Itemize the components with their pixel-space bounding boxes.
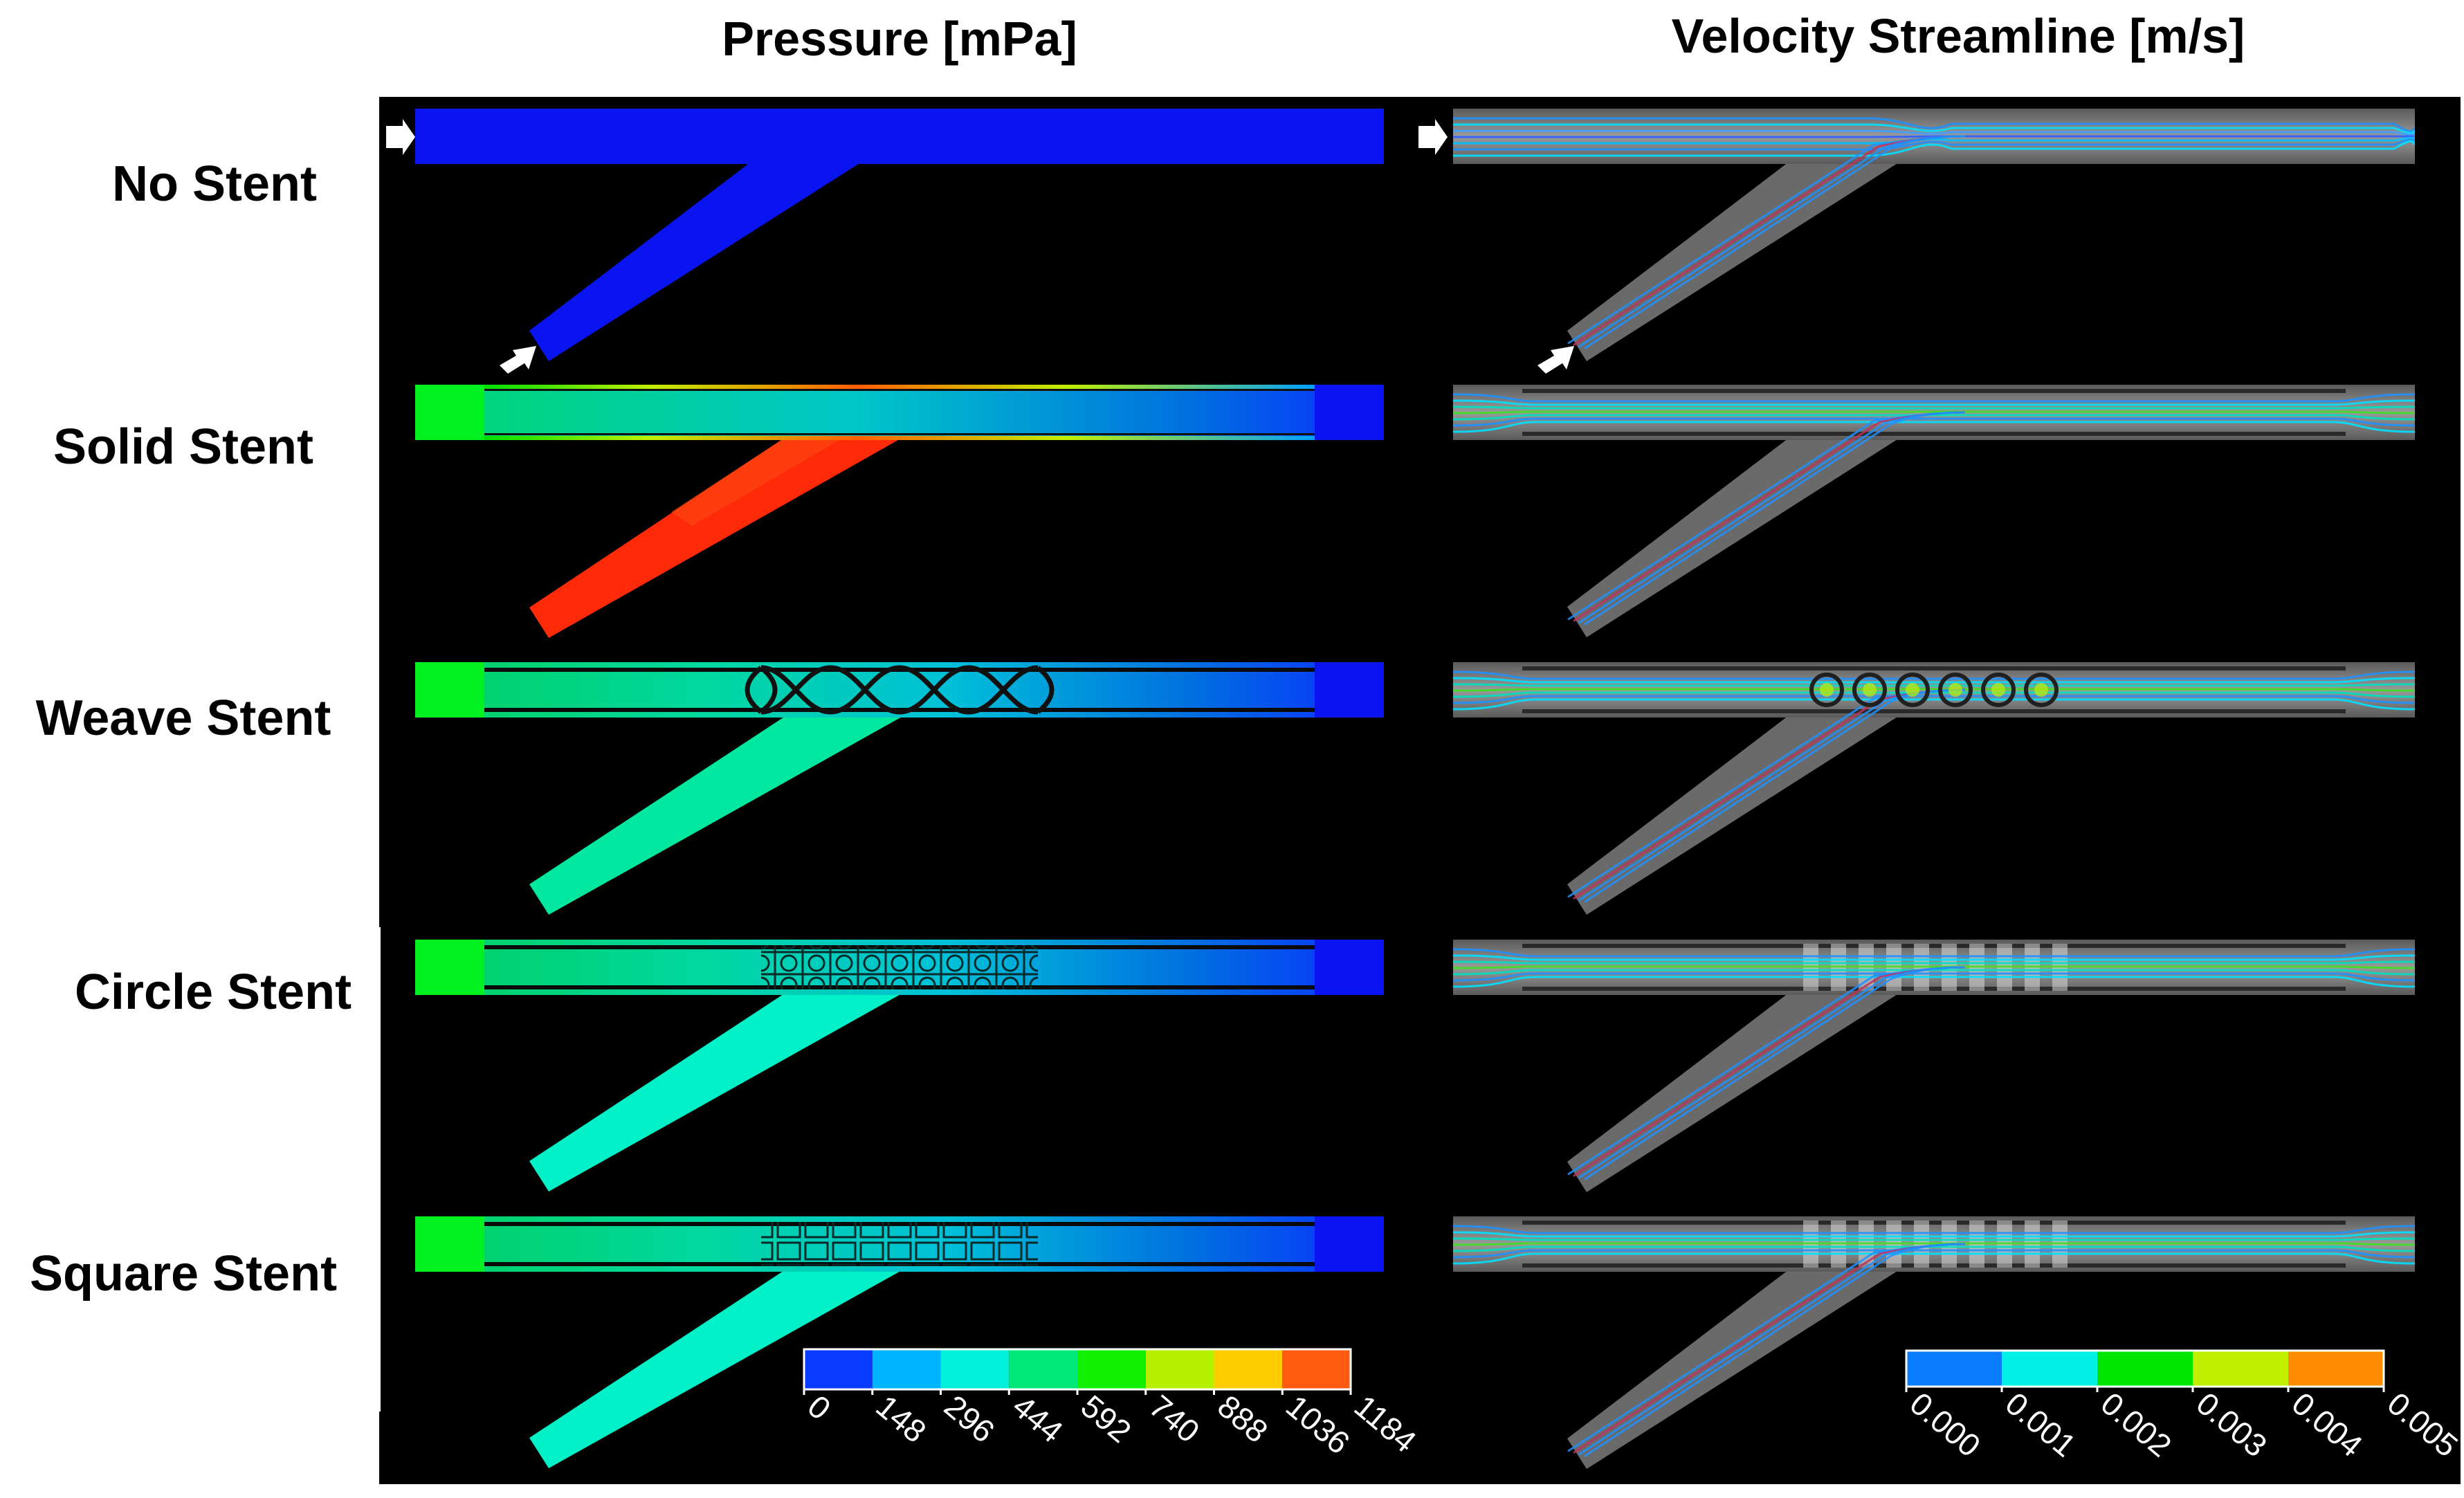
streamline [1452, 965, 2416, 969]
streamline [1452, 417, 2416, 427]
row-label-no-stent: No Stent [112, 156, 317, 212]
weave-flow-core [1820, 683, 1834, 697]
weave-cell [1809, 673, 1844, 707]
streamline [1452, 1237, 2416, 1241]
streamline [1452, 688, 2416, 692]
streamline [1452, 683, 2416, 687]
pressure-colorbar-swatch-4 [1077, 1349, 1146, 1389]
velocity-vessel-none [1453, 109, 2415, 361]
row-label-solid-stent: Solid Stent [53, 419, 313, 475]
pressure-colorbar-swatch-5 [1145, 1349, 1214, 1389]
streamline [1452, 954, 2416, 961]
stent-wall-bottom [1522, 709, 2346, 713]
streamline [1452, 399, 2416, 406]
velocity-vessel-square [1452, 1216, 2416, 1469]
stent-wall-bottom [1522, 432, 2346, 436]
streamline [1452, 960, 2416, 965]
weave-flow-core [1949, 683, 1962, 697]
velocity-streamline-panel [1452, 109, 2416, 1469]
pressure-colorbar-swatch-7 [1282, 1349, 1351, 1389]
pressure-colorbar-swatch-1 [872, 1349, 941, 1389]
streamline [1452, 969, 2416, 976]
streamline [1452, 1252, 2416, 1265]
weave-flow-core [2034, 683, 2048, 697]
streamline [1452, 972, 2416, 982]
velocity-branch-circle [1567, 967, 1941, 1192]
streamline [1452, 670, 2416, 680]
streamline [1452, 414, 2416, 421]
weave-stent-struts [745, 665, 1055, 715]
weave-flow-core [1991, 683, 2005, 697]
pressure-vessel-weave-stent [415, 662, 1384, 915]
streamline [1452, 1225, 2416, 1234]
pressure-title: Pressure [mPa] [722, 12, 1077, 66]
square-stent-pattern [761, 1222, 1038, 1266]
streamline [1452, 695, 2416, 704]
streamline [1453, 140, 2415, 157]
panel-notch [374, 927, 381, 1412]
pressure-colorbar-swatch-0 [804, 1349, 873, 1389]
branch-streamline [1584, 1243, 1966, 1457]
circle-stent-pattern [761, 945, 1038, 989]
streamline [1452, 691, 2416, 698]
weave-cell [2024, 673, 2059, 707]
pressure-vessel-solid-stent [415, 385, 1384, 638]
stent-wall-top [1522, 666, 2346, 670]
velocity-branch-square [1567, 1243, 1941, 1469]
pressure-colorbar-swatch-6 [1214, 1349, 1283, 1389]
branch-streamline [1584, 411, 1966, 625]
streamline [1452, 421, 2416, 433]
inlet-arrow-branch-pressure [500, 346, 536, 374]
velocity-branch-weave [1567, 689, 1941, 915]
branch-streamline [1584, 966, 1966, 1180]
inlet-arrow-branch-velocity [1537, 346, 1574, 374]
velocity-colorbar-swatch-0 [1906, 1351, 2002, 1387]
streamline [1453, 123, 2415, 134]
weave-flow-core [1863, 683, 1877, 697]
streamline [1452, 1231, 2416, 1238]
velocity-vessel-weave [1452, 662, 2416, 915]
streamline [1452, 393, 2416, 403]
streamline [1452, 1249, 2416, 1259]
velocity-branch-none [1567, 136, 1941, 361]
branch-streamline [1584, 135, 1966, 349]
weave-cell [1895, 673, 1930, 707]
pressure-vessel-no-stent [386, 109, 1384, 374]
streamline [1452, 1242, 2416, 1246]
weave-cell [1981, 673, 2016, 707]
streamline [1452, 948, 2416, 958]
pressure-vessel-square-stent [415, 1216, 1384, 1468]
pressure-vessel-circle-stent [415, 940, 1384, 1191]
velocity-vessel-circle [1452, 940, 2416, 1192]
velocity-branch-solid [1567, 412, 1941, 637]
velocity-colorbar-swatch-1 [2002, 1351, 2097, 1387]
weave-cell [1938, 673, 1973, 707]
row-label-square-stent: Square Stent [30, 1246, 337, 1301]
velocity-colorbar-swatch-2 [2097, 1351, 2193, 1387]
velocity-vessel-solid [1452, 385, 2416, 637]
streamline [1452, 405, 2416, 410]
pressure-colorbar-swatch-3 [1009, 1349, 1077, 1389]
streamline [1453, 129, 2415, 136]
row-label-circle-stent: Circle Stent [75, 965, 352, 1020]
streamline [1452, 698, 2416, 711]
stent-wall-top [1522, 389, 2346, 393]
weave-flow-core [1906, 683, 1919, 697]
velocity-colorbar-swatch-3 [2193, 1351, 2288, 1387]
streamline [1452, 410, 2416, 414]
inlet-arrow-main-pressure [386, 119, 415, 155]
streamline [1453, 117, 2415, 133]
inlet-arrow-main-velocity [1418, 119, 1448, 155]
weave-cell [1852, 673, 1887, 707]
velocity-colorbar-swatch-4 [2288, 1351, 2384, 1387]
pressure-colorbar-swatch-2 [940, 1349, 1010, 1389]
velocity-title: Velocity Streamline [m/s] [1672, 9, 2245, 63]
streamline [1452, 677, 2416, 684]
velocity-colorbar-frame [1905, 1349, 2385, 1388]
streamline [1452, 1245, 2416, 1252]
row-label-weave-stent: Weave Stent [36, 691, 331, 746]
streamline [1452, 976, 2416, 988]
